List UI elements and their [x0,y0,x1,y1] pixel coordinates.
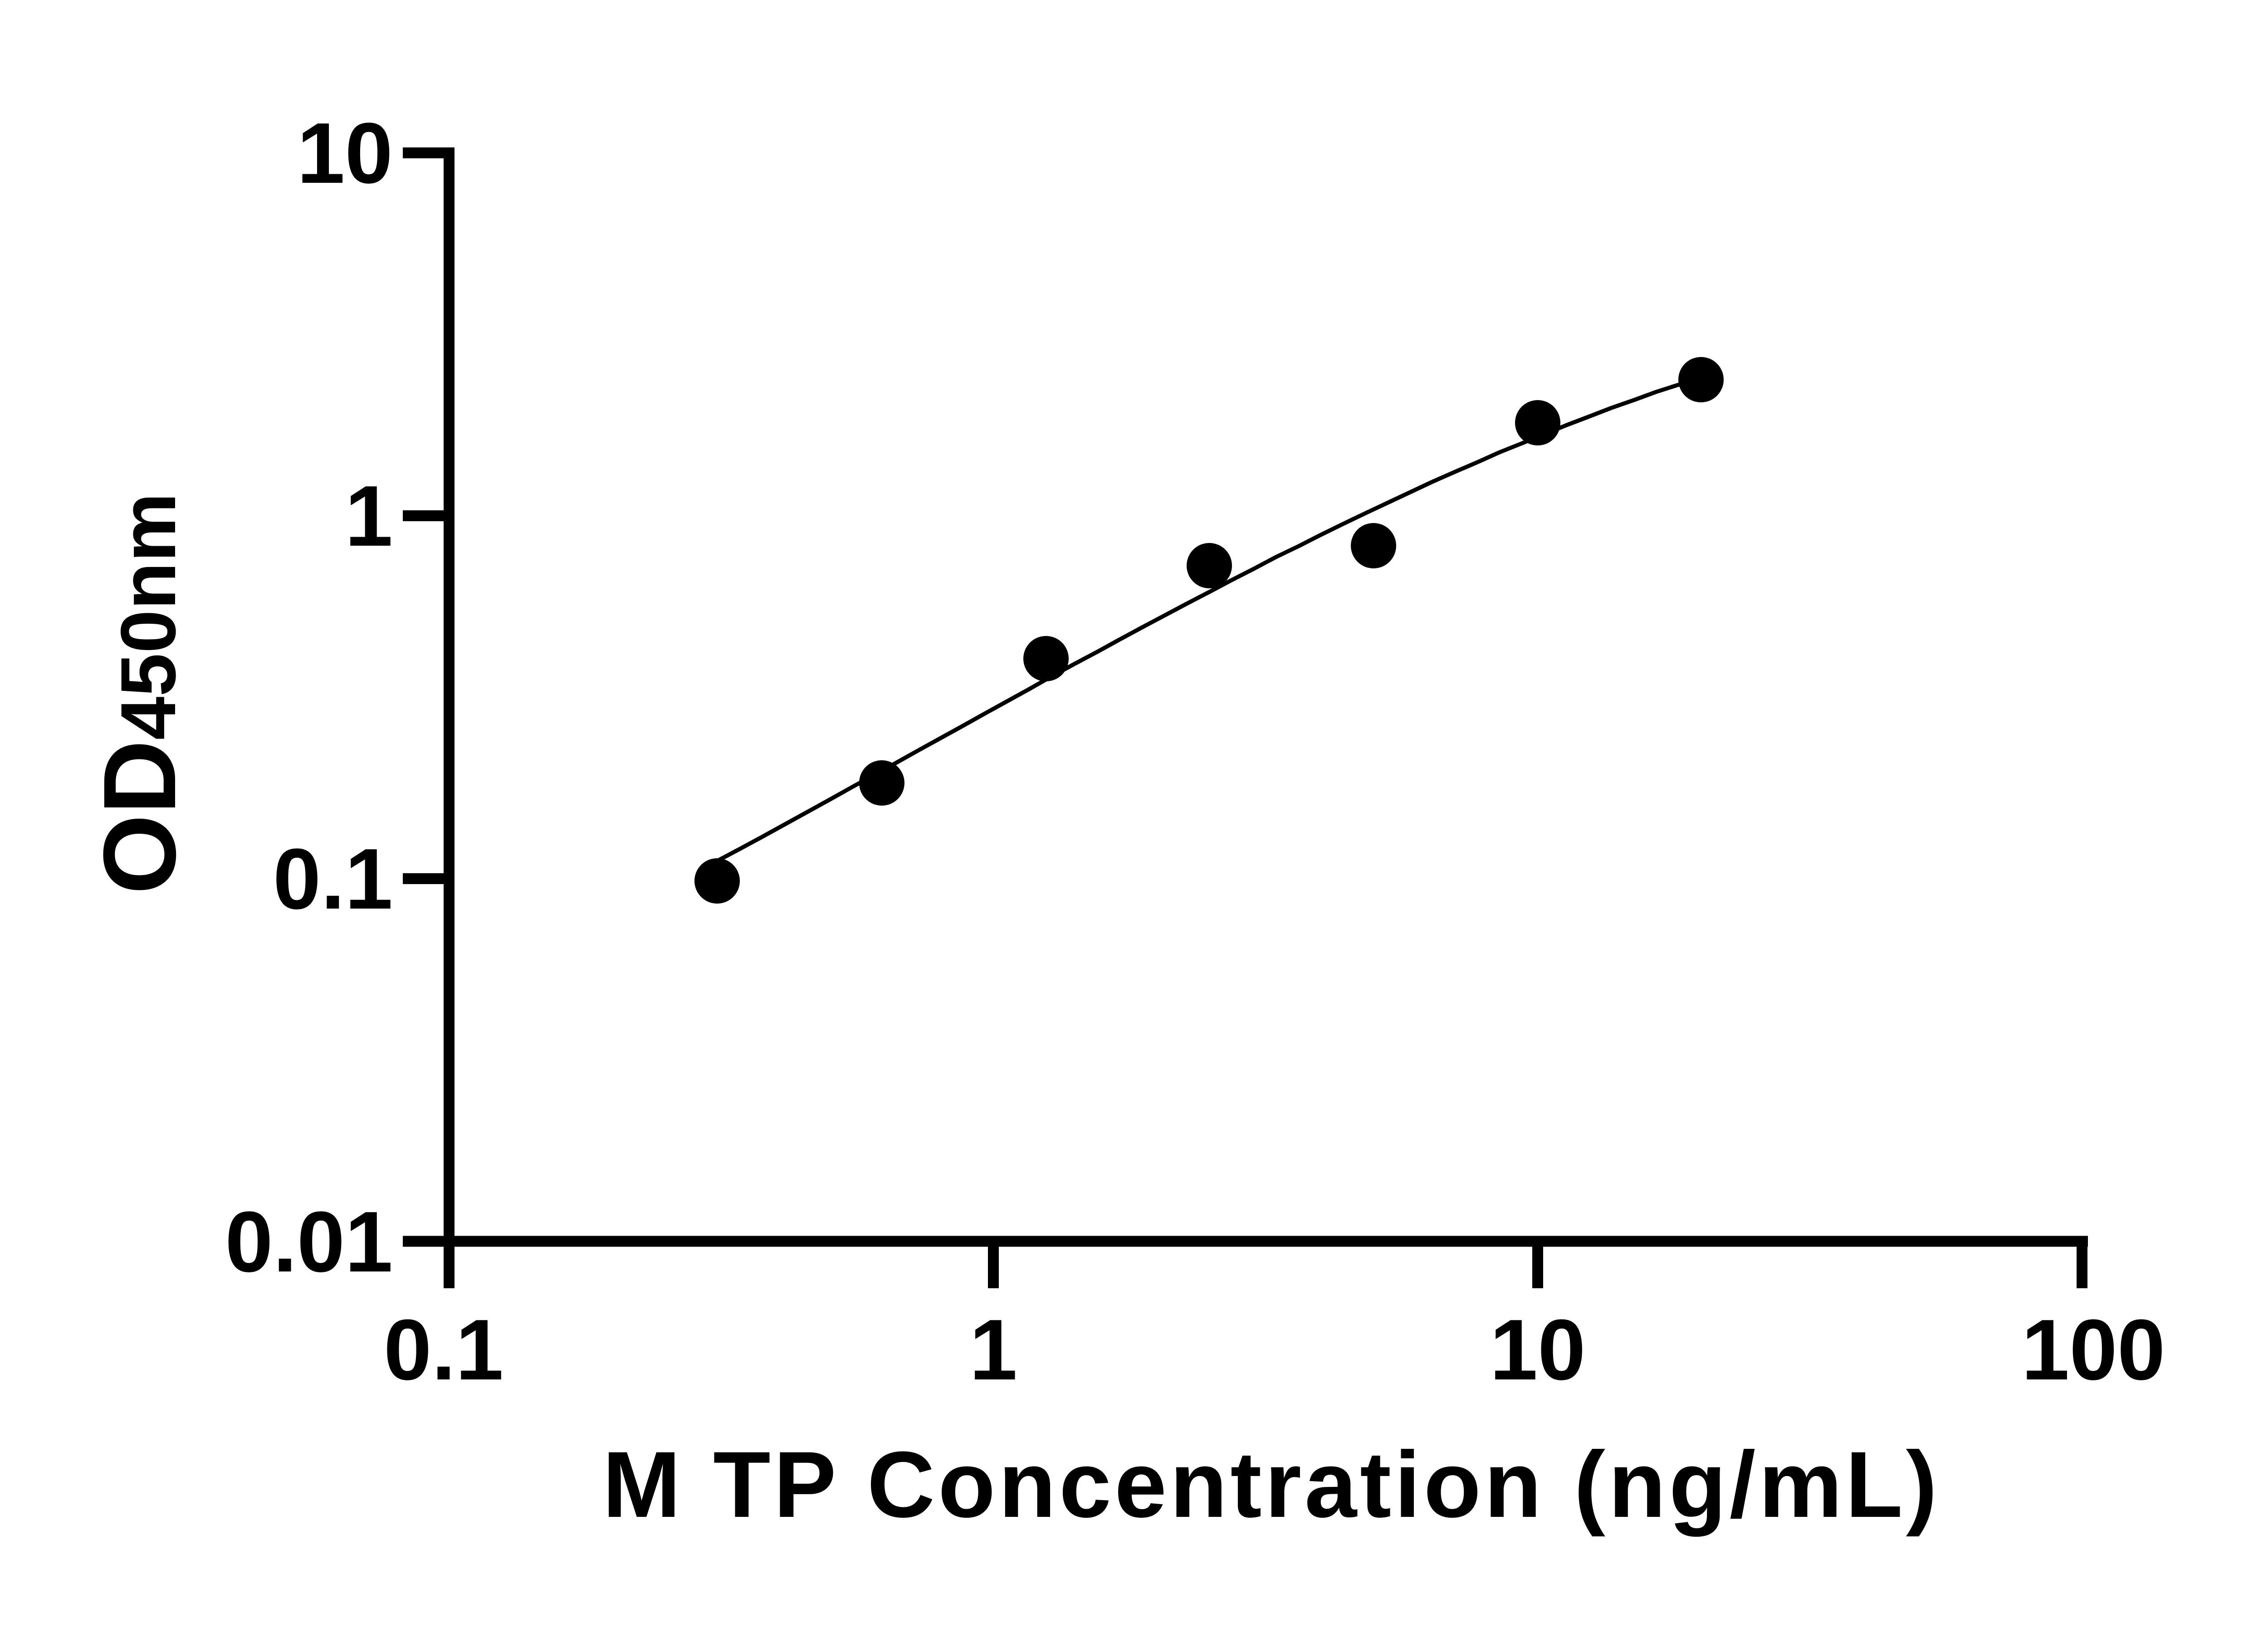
svg-text:0.01: 0.01 [225,1194,393,1290]
svg-text:1: 1 [345,468,393,564]
svg-text:M TP Concentration (ng/mL): M TP Concentration (ng/mL) [602,1432,1941,1537]
svg-text:100: 100 [2021,1302,2165,1398]
svg-text:0.1: 0.1 [273,831,393,927]
svg-text:1: 1 [969,1302,1017,1398]
svg-text:10: 10 [297,105,393,201]
svg-text:OD450nm: OD450nm [83,493,197,894]
svg-text:0.1: 0.1 [384,1302,503,1398]
svg-text:10: 10 [1490,1302,1585,1398]
